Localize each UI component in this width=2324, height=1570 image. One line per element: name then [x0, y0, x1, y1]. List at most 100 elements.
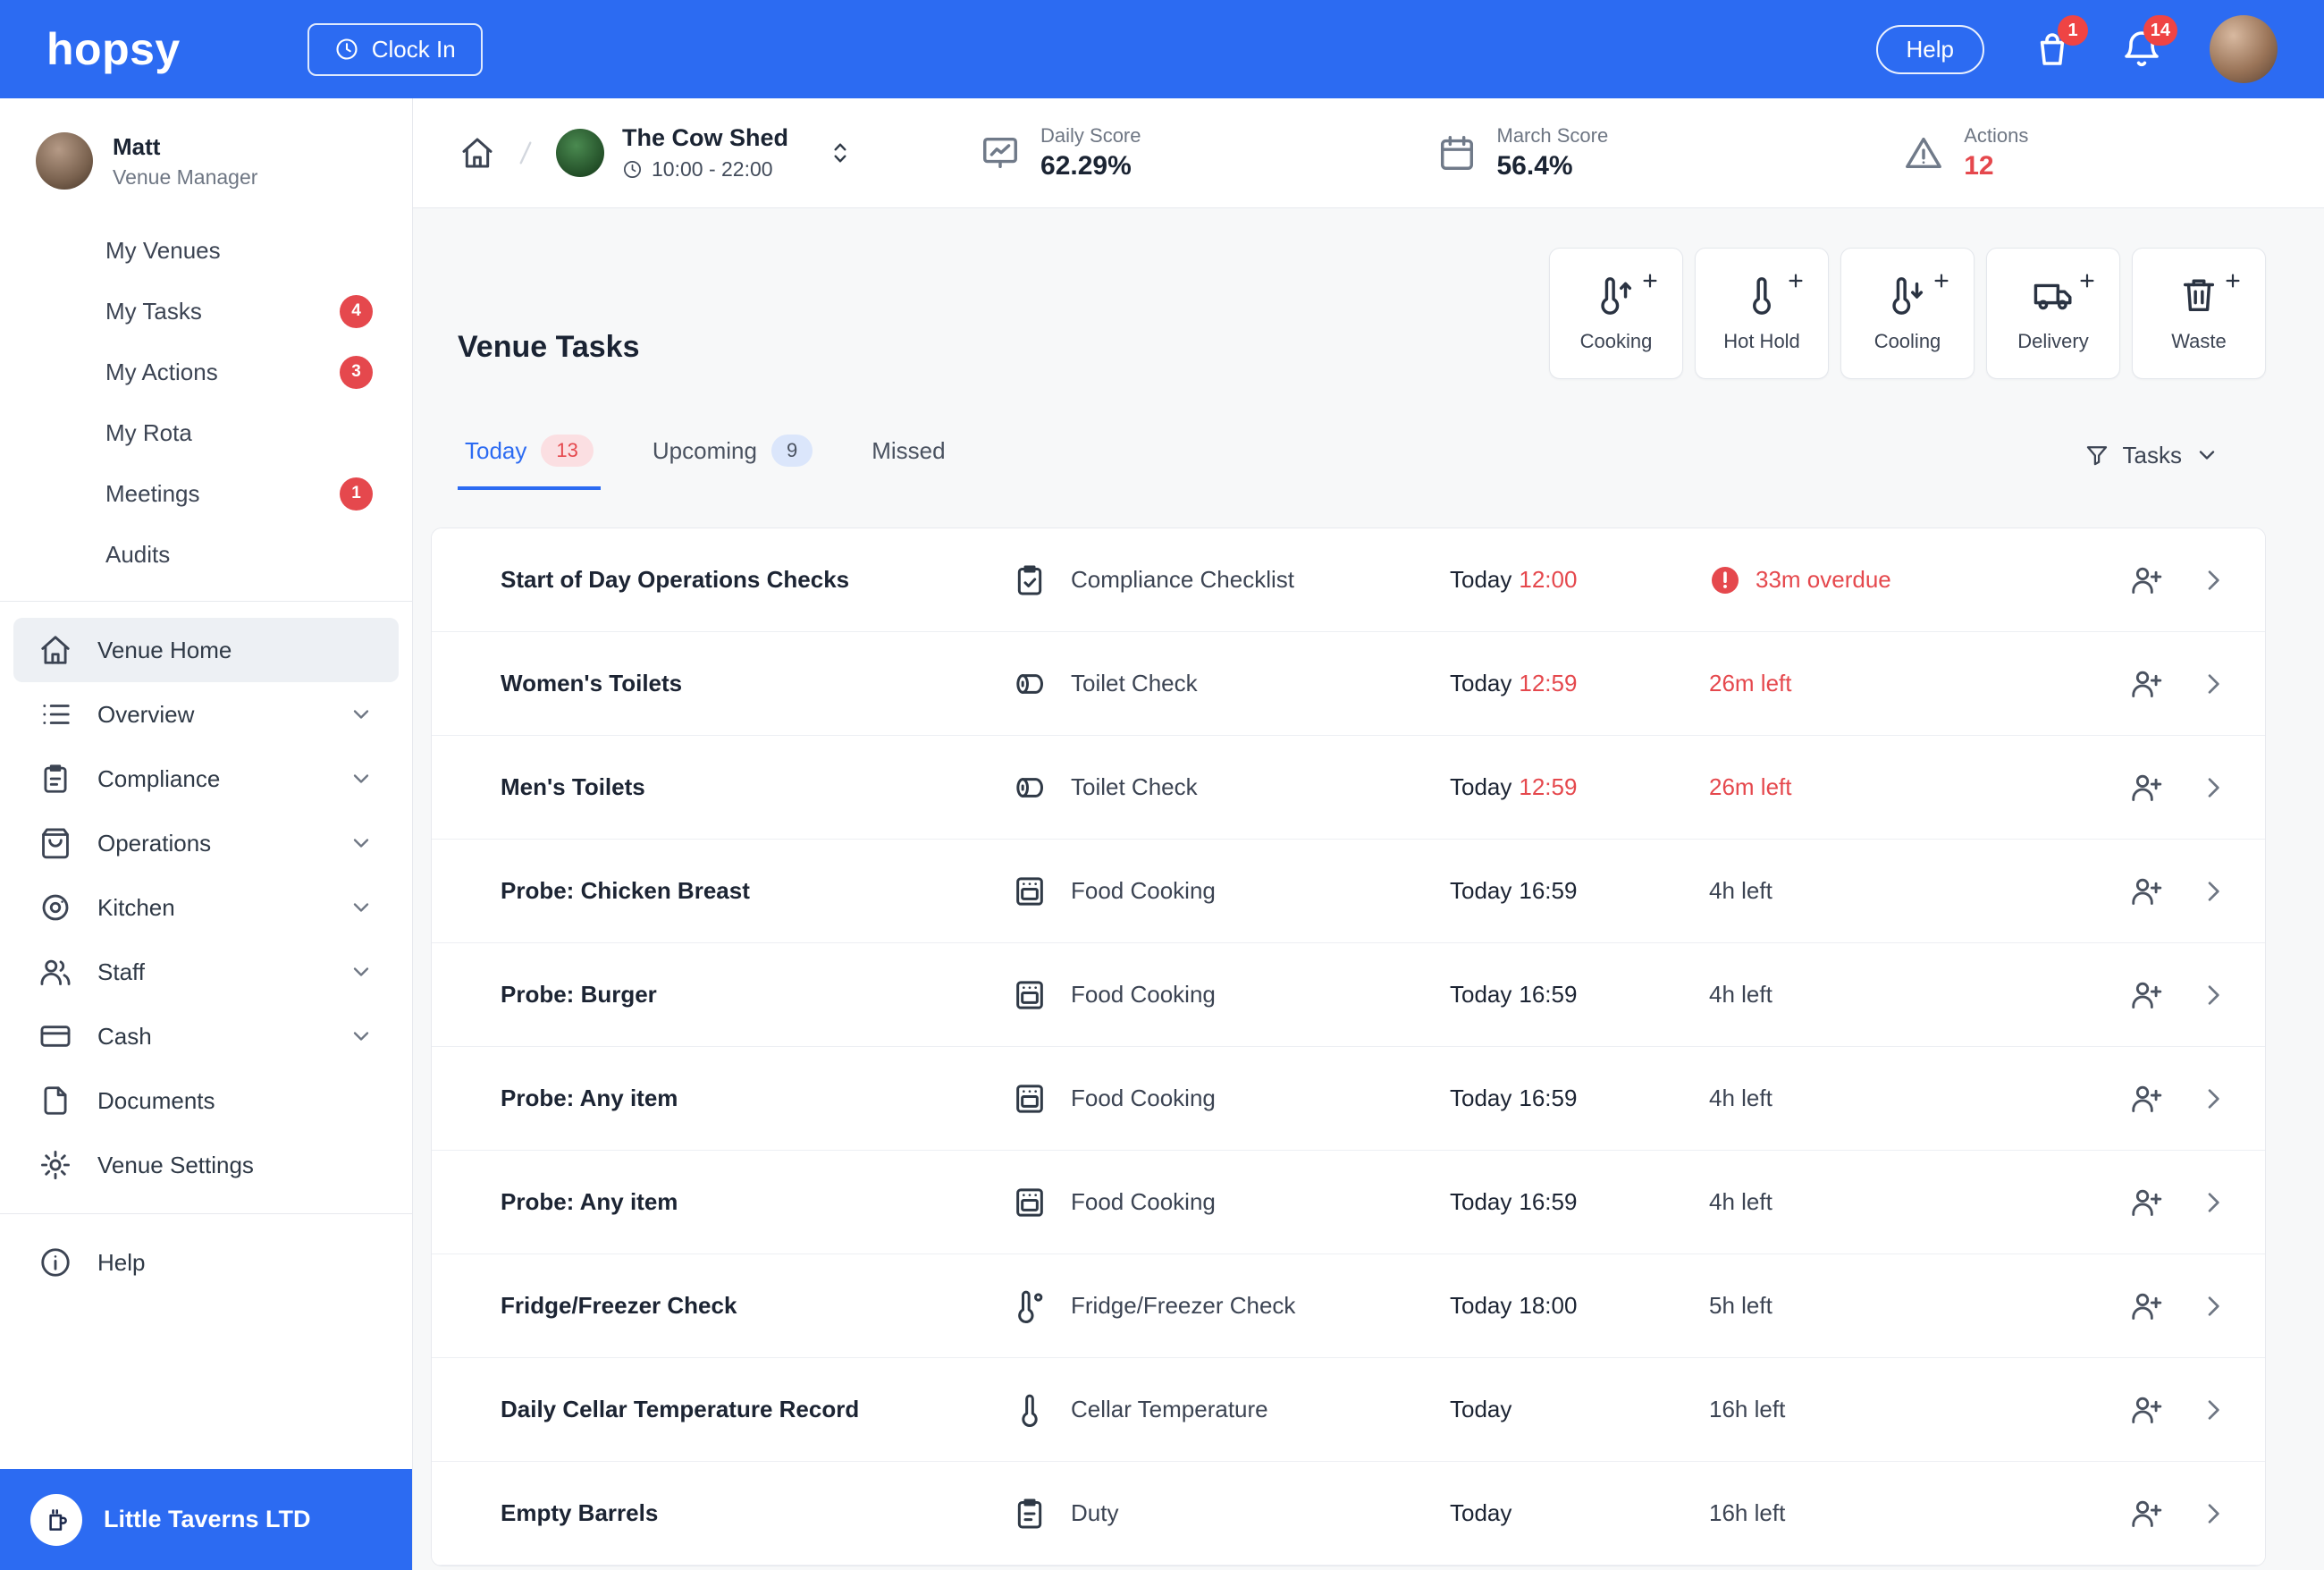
sidebar-item-help[interactable]: Help: [13, 1230, 399, 1295]
notifications-button[interactable]: 14: [2120, 15, 2177, 71]
sidebar-nav-item[interactable]: Cash: [13, 1004, 399, 1068]
sidebar-nav-item[interactable]: Documents: [13, 1068, 399, 1133]
sidebar-personal-item[interactable]: Audits: [0, 524, 412, 585]
sidebar-item-label: My Actions: [105, 358, 218, 385]
quick-action-card[interactable]: Waste: [2132, 248, 2266, 379]
task-due-day: Today: [1450, 981, 1512, 1008]
tab[interactable]: Today 13: [458, 420, 601, 490]
sidebar-nav-item[interactable]: Overview: [13, 682, 399, 747]
task-due-time: 18:00: [1519, 1292, 1578, 1319]
assign-user-icon[interactable]: [2129, 563, 2163, 597]
company-name: Little Taverns LTD: [104, 1506, 311, 1532]
chevron-right-icon[interactable]: [2199, 670, 2227, 698]
quick-action-card[interactable]: Hot Hold: [1695, 248, 1829, 379]
task-due: Today 12:59: [1450, 773, 1709, 801]
task-name: Daily Cellar Temperature Record: [501, 1396, 860, 1422]
help-button[interactable]: Help: [1875, 24, 1984, 74]
task-row[interactable]: Fridge/Freezer Check Fridge/Freezer Chec…: [432, 1254, 2265, 1358]
sidebar-personal-item[interactable]: My Tasks 4: [0, 281, 412, 342]
task-row[interactable]: Probe: Burger Food Cooking Today 16:59 4h…: [432, 943, 2265, 1047]
orders-button[interactable]: 1: [2031, 15, 2088, 71]
user-name: Matt: [113, 132, 161, 160]
assign-user-icon[interactable]: [2129, 1393, 2163, 1427]
task-name: Start of Day Operations Checks: [501, 566, 850, 593]
assign-user-icon[interactable]: [2129, 1289, 2163, 1323]
task-name: Probe: Any item: [501, 1085, 678, 1111]
chevron-right-icon[interactable]: [2199, 1188, 2227, 1217]
quick-action-iconwrap: [2033, 273, 2094, 316]
task-actions: [2111, 1186, 2227, 1220]
chevron-right-icon[interactable]: [2199, 877, 2227, 906]
task-category: Toilet Check: [1012, 666, 1450, 702]
stat-value: 56.4%: [1496, 151, 1573, 181]
venue-selector[interactable]: The Cow Shed 10:00 - 22:00: [556, 124, 855, 181]
assign-user-icon[interactable]: [2129, 978, 2163, 1012]
task-due: Today: [1450, 1396, 1709, 1423]
chevron-right-icon[interactable]: [2199, 566, 2227, 595]
task-name: Men's Toilets: [501, 773, 645, 800]
assign-user-icon[interactable]: [2129, 667, 2163, 701]
sidebar-personal-item[interactable]: Meetings 1: [0, 463, 412, 524]
quick-action-card[interactable]: Delivery: [1986, 248, 2120, 379]
task-status-text: 26m left: [1709, 670, 1792, 696]
sidebar-nav-item[interactable]: Kitchen: [13, 875, 399, 940]
sidebar-personal-item[interactable]: My Venues: [0, 220, 412, 281]
chevron-right-icon[interactable]: [2199, 1499, 2227, 1528]
assign-user-icon[interactable]: [2129, 771, 2163, 805]
task-row[interactable]: Women's Toilets Toilet Check Today 12:59 …: [432, 632, 2265, 736]
task-row[interactable]: Empty Barrels Duty Today 16h left: [432, 1462, 2265, 1566]
breadcrumb-home-icon[interactable]: [459, 135, 495, 171]
count-badge: 3: [340, 355, 373, 389]
chevron-right-icon[interactable]: [2199, 1396, 2227, 1424]
quick-action-card[interactable]: Cooking: [1549, 248, 1683, 379]
company-switcher[interactable]: Little Taverns LTD: [0, 1469, 412, 1570]
stat-icon: [1903, 132, 1944, 173]
task-status-text: 4h left: [1709, 1188, 1772, 1215]
assign-user-icon[interactable]: [2129, 1186, 2163, 1220]
chevron-down-icon: [349, 895, 374, 920]
nav-item-label: Documents: [97, 1086, 215, 1114]
task-row[interactable]: Probe: Chicken Breast Food Cooking Today…: [432, 840, 2265, 943]
task-row[interactable]: Daily Cellar Temperature Record Cellar T…: [432, 1358, 2265, 1462]
task-category: Duty: [1012, 1496, 1450, 1532]
task-status: 33m overdue: [1709, 564, 2111, 596]
task-row[interactable]: Men's Toilets Toilet Check Today 12:59 26…: [432, 736, 2265, 840]
task-row[interactable]: Probe: Any item Food Cooking Today 16:59 …: [432, 1151, 2265, 1254]
nav-item-icon: [38, 955, 72, 989]
nav-item-label: Staff: [97, 958, 146, 985]
user-avatar[interactable]: [2210, 15, 2278, 83]
task-category-icon: [1012, 562, 1048, 598]
sidebar-nav-item[interactable]: Operations: [13, 811, 399, 875]
task-status-text: 4h left: [1709, 877, 1772, 904]
assign-user-icon[interactable]: [2129, 1497, 2163, 1531]
assign-user-icon[interactable]: [2129, 1082, 2163, 1116]
chevron-right-icon[interactable]: [2199, 773, 2227, 802]
sidebar-nav-item[interactable]: Compliance: [13, 747, 399, 811]
tasks-filter-dropdown[interactable]: Tasks: [2084, 442, 2219, 469]
task-row[interactable]: Probe: Any item Food Cooking Today 16:59 …: [432, 1047, 2265, 1151]
task-due-day: Today: [1450, 1396, 1512, 1422]
task-actions: [2111, 1289, 2227, 1323]
page-title: Venue Tasks: [458, 330, 640, 364]
venue-switch-icon[interactable]: [826, 139, 855, 167]
sidebar-nav-item[interactable]: Venue Home: [13, 618, 399, 682]
task-category-label: Compliance Checklist: [1071, 566, 1294, 593]
tab[interactable]: Missed: [864, 420, 952, 490]
task-row[interactable]: Start of Day Operations Checks Complianc…: [432, 528, 2265, 632]
tab[interactable]: Upcoming 9: [645, 420, 820, 490]
stat-label: Actions: [1964, 124, 2029, 147]
sidebar-personal-item[interactable]: My Rota: [0, 402, 412, 463]
assign-user-icon[interactable]: [2129, 874, 2163, 908]
clock-in-button[interactable]: Clock In: [307, 22, 483, 76]
plus-icon: [2223, 271, 2243, 291]
task-category-label: Toilet Check: [1071, 773, 1198, 800]
chevron-right-icon[interactable]: [2199, 1085, 2227, 1113]
sidebar-personal-item[interactable]: My Actions 3: [0, 342, 412, 402]
quick-action-card[interactable]: Cooling: [1840, 248, 1975, 379]
sidebar-nav-item[interactable]: Venue Settings: [13, 1133, 399, 1197]
sidebar-nav-item[interactable]: Staff: [13, 940, 399, 1004]
task-due-day: Today: [1450, 1085, 1512, 1111]
chevron-right-icon[interactable]: [2199, 1292, 2227, 1321]
chevron-right-icon[interactable]: [2199, 981, 2227, 1009]
task-category: Food Cooking: [1012, 1081, 1450, 1117]
